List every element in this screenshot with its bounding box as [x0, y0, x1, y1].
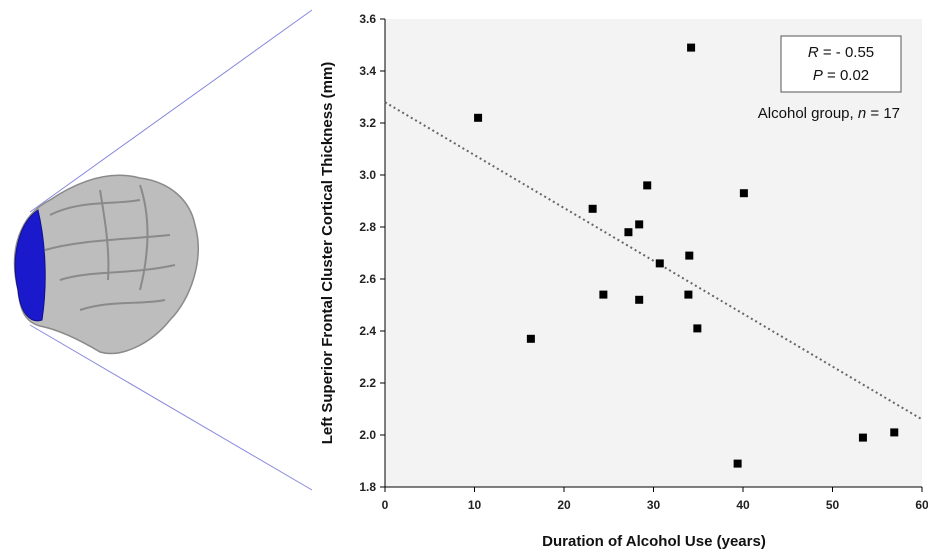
data-point: [687, 43, 696, 52]
x-tick-label: 50: [826, 498, 840, 512]
data-point: [635, 295, 644, 304]
data-point: [635, 220, 644, 229]
y-tick-label: 2.6: [359, 272, 376, 286]
y-tick-label: 3.6: [359, 12, 376, 26]
data-point: [624, 228, 633, 237]
y-tick-label: 2.4: [359, 324, 376, 338]
data-point: [643, 181, 652, 190]
data-point: [739, 189, 748, 198]
stat-symbol: R: [808, 44, 819, 61]
y-axis-title: Left Superior Frontal Cluster Cortical T…: [319, 62, 336, 445]
data-point: [588, 204, 597, 213]
y-tick-label: 1.8: [359, 480, 376, 494]
data-point: [655, 259, 664, 268]
data-point: [693, 324, 702, 333]
x-tick-label: 0: [382, 498, 389, 512]
x-tick-label: 10: [468, 498, 482, 512]
data-point: [733, 459, 742, 468]
stat-symbol: P: [813, 67, 823, 84]
brain-illustration: [13, 9, 313, 491]
data-point: [685, 251, 694, 260]
y-tick-label: 3.4: [359, 64, 376, 78]
x-tick-label: 40: [736, 498, 750, 512]
group-prefix: Alcohol group,: [758, 105, 858, 122]
y-tick-label: 3.0: [359, 168, 376, 182]
stat-value: = - 0.55: [819, 44, 874, 61]
data-point: [684, 290, 693, 299]
group-count: = 17: [866, 105, 900, 122]
x-tick-label: 20: [557, 498, 571, 512]
group-symbol: n: [858, 105, 866, 122]
stats-box: [780, 35, 902, 93]
y-tick-label: 2.8: [359, 220, 376, 234]
data-point: [526, 334, 535, 343]
data-point: [599, 290, 608, 299]
x-tick-label: 60: [915, 498, 928, 512]
trend-line: [384, 101, 923, 421]
x-axis-title: Duration of Alcohol Use (years): [542, 533, 766, 550]
stat-value: = 0.02: [823, 67, 869, 84]
x-tick-label: 30: [647, 498, 661, 512]
group-note: Alcohol group, n = 17: [758, 105, 900, 122]
y-tick-label: 2.0: [359, 428, 376, 442]
y-tick-label: 2.2: [359, 376, 376, 390]
data-point: [858, 433, 867, 442]
data-point: [474, 113, 483, 122]
plot-area: [385, 19, 922, 487]
y-tick-label: 3.2: [359, 116, 376, 130]
data-point: [890, 428, 899, 437]
stat-r: R = - 0.55: [808, 44, 874, 61]
stat-p: P = 0.02: [813, 67, 869, 84]
